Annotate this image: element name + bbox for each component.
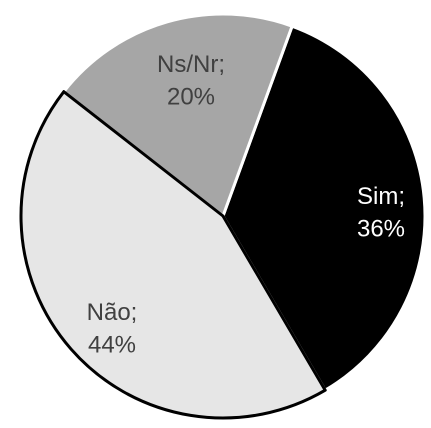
pie-slice-n-o — [19, 90, 327, 420]
data-label-sim: Sim; 36% — [357, 183, 405, 242]
pie-slices — [19, 12, 427, 420]
data-label-ns-nr: Ns/Nr; 20% — [157, 51, 225, 110]
data-label-n-o: Não; 44% — [87, 299, 138, 358]
pie-labels: Sim; 36% Não; 44% Ns/Nr; 20% — [87, 51, 405, 358]
pie-slice-ns-nr — [62, 12, 294, 218]
